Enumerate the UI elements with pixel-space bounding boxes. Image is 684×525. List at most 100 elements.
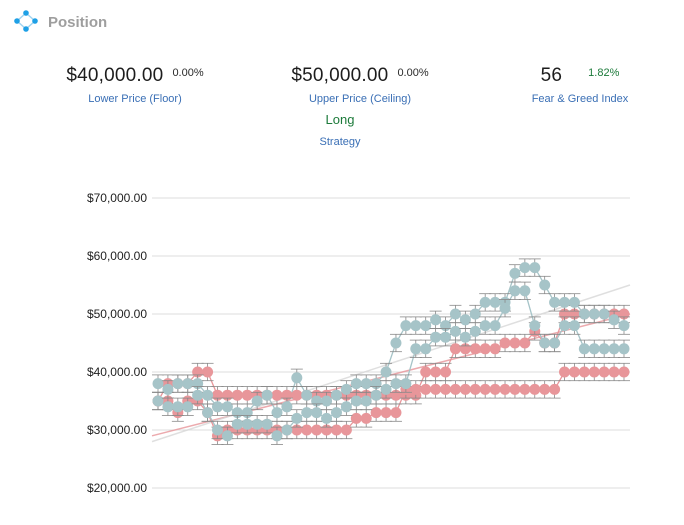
floor-point <box>499 380 512 399</box>
y-tick-label: $60,000.00 <box>87 249 147 263</box>
price_high-point <box>578 304 591 324</box>
ceiling-point <box>241 386 254 405</box>
floor-point <box>300 420 313 440</box>
strategy-stat: Long Strategy <box>300 112 380 148</box>
floor-point <box>528 380 541 399</box>
price_low-point <box>340 397 353 416</box>
price_low-point <box>270 426 283 445</box>
y-tick-label: $70,000.00 <box>87 191 147 205</box>
price_low-point <box>429 328 442 347</box>
floor-point <box>598 362 611 382</box>
price_low-point <box>439 328 452 347</box>
price_low-point <box>578 339 591 358</box>
price_low-point <box>380 380 393 399</box>
floor-point <box>350 409 363 428</box>
ceiling-point <box>518 333 531 353</box>
ceiling-point <box>449 339 462 358</box>
price_high-point <box>419 316 432 335</box>
floor-stat: $40,000.00 0.00% Lower Price (Floor) <box>40 65 230 105</box>
ceiling-point <box>439 362 452 382</box>
price_low-point <box>300 403 313 422</box>
price_low-point <box>449 322 462 341</box>
ceiling-point <box>419 362 432 382</box>
ceiling-point <box>429 362 442 382</box>
price_high-point <box>350 374 363 393</box>
price_high-point <box>618 316 630 335</box>
ceiling-point <box>231 386 244 405</box>
floor-point <box>389 403 402 422</box>
page-title: Position <box>48 13 108 31</box>
price_low-point <box>152 391 164 411</box>
network-nodes-icon <box>14 10 38 32</box>
fear-greed-value: 56 <box>540 65 563 86</box>
price_low-point <box>330 403 343 422</box>
price_low-point <box>588 339 601 358</box>
ceiling-price-label: Upper Price (Ceiling) <box>308 93 412 105</box>
price_high-point <box>568 293 581 312</box>
y-tick-label: $40,000.00 <box>87 365 147 379</box>
price_high-point <box>280 397 293 416</box>
price_high-point <box>171 374 184 393</box>
price_low-point <box>399 374 412 393</box>
floor-point <box>608 362 621 382</box>
floor-point <box>588 362 601 382</box>
price_low-point <box>181 397 194 416</box>
floor-point <box>449 380 462 399</box>
price_high-point <box>152 374 164 393</box>
floor-point <box>439 380 452 399</box>
price_low-point <box>389 374 402 393</box>
chart-series <box>152 258 630 445</box>
price_high-point <box>588 304 601 324</box>
floor-price-change: 0.00% <box>172 67 204 79</box>
fear-greed-label: Fear & Greed Index <box>531 93 629 105</box>
fear-greed-change: 1.82% <box>588 67 620 79</box>
floor-point <box>489 380 502 399</box>
floor-price-label: Lower Price (Floor) <box>88 93 182 105</box>
y-tick-label: $20,000.00 <box>87 481 147 495</box>
price_high-point <box>538 275 551 295</box>
floor-point <box>419 380 432 399</box>
price-chart: $70,000.00 $60,000.00 $50,000.00 $40,000.00… <box>87 191 631 495</box>
floor-point <box>479 380 492 399</box>
strategy-label: Strategy <box>319 136 361 148</box>
ceiling-stat: $50,000.00 0.00% Upper Price (Ceiling) <box>265 65 455 105</box>
price_high-point <box>261 386 274 405</box>
floor-point <box>578 362 591 382</box>
price_high-point <box>251 391 264 411</box>
price_low-point <box>409 339 422 358</box>
ceiling-price-change: 0.00% <box>397 67 429 79</box>
price_low-point <box>261 415 274 434</box>
price_high-point <box>608 310 621 329</box>
floor-point <box>469 380 482 399</box>
price_high-point <box>360 374 373 393</box>
price_high-point <box>221 397 234 416</box>
price_high-point <box>598 304 611 324</box>
price_low-point <box>290 409 303 428</box>
price_high-point <box>211 397 224 416</box>
price_high-point <box>201 386 214 405</box>
price_low-point <box>370 386 383 405</box>
price_high-point <box>389 333 402 353</box>
strategy-value: Long <box>325 112 355 127</box>
floor-point <box>568 362 581 382</box>
floor-point <box>518 380 531 399</box>
floor-point <box>360 409 373 428</box>
price_low-point <box>241 415 254 434</box>
floor-point <box>340 420 353 440</box>
price_low-point <box>598 339 611 358</box>
ceiling-point <box>508 333 521 353</box>
price_high-point <box>409 316 422 335</box>
floor-point <box>310 420 323 440</box>
fear-greed-stat: 56 1.82% Fear & Greed Index <box>495 65 665 105</box>
price_high-point <box>449 304 462 324</box>
price_low-point <box>320 409 333 428</box>
y-tick-label: $50,000.00 <box>87 307 147 321</box>
price_low-point <box>469 322 482 341</box>
chart-y-axis: $70,000.00 $60,000.00 $50,000.00 $40,000.00… <box>87 191 147 495</box>
chart-grid <box>152 197 630 489</box>
y-tick-label: $30,000.00 <box>87 423 147 437</box>
floor-point <box>429 380 442 399</box>
price_high-point <box>181 374 194 393</box>
price_low-point <box>221 426 234 445</box>
price_high-point <box>518 258 531 277</box>
